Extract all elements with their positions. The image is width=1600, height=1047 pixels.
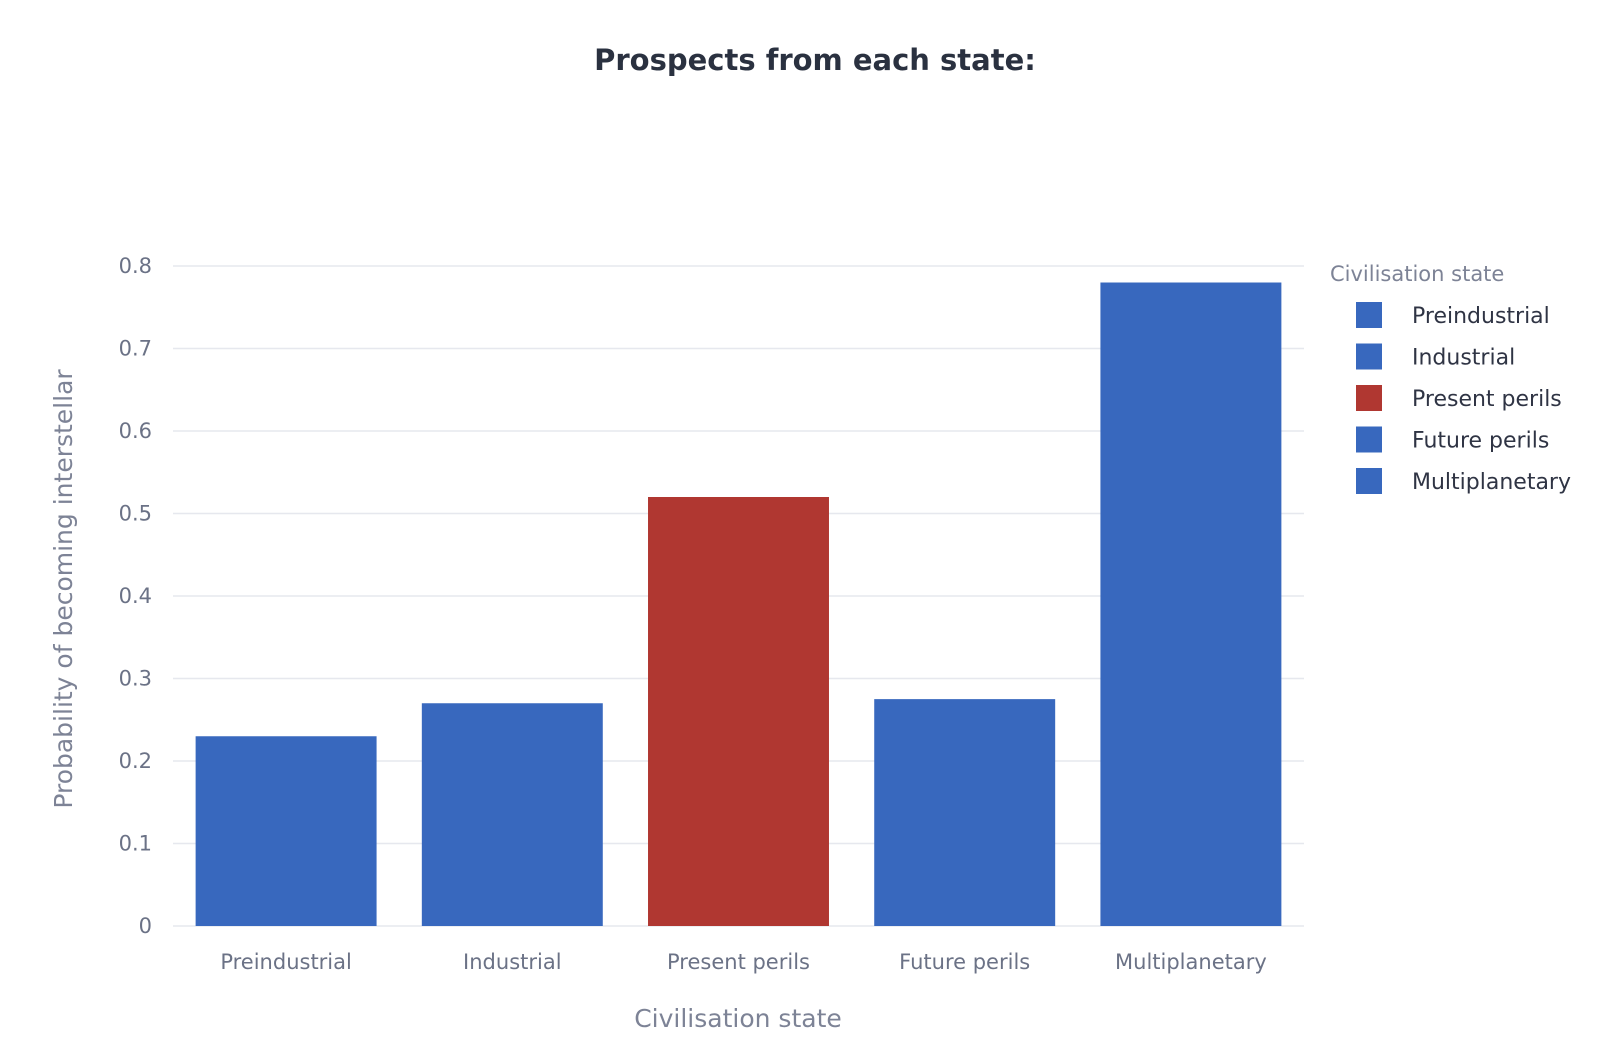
x-axis-ticks: Preindustrial Industrial Present perils Fut… <box>220 950 1266 974</box>
y-tick-label: 0.8 <box>119 254 152 278</box>
legend-swatch <box>1356 468 1382 494</box>
legend-label: Preindustrial <box>1412 304 1550 329</box>
legend-swatch <box>1356 426 1382 453</box>
y-tick-label: 0.1 <box>119 832 152 856</box>
y-tick-label: 0.7 <box>119 337 152 361</box>
y-tick-label: 0.3 <box>119 667 152 691</box>
y-axis-ticks: 0 0.1 0.2 0.3 0.4 0.5 0.6 0.7 0.8 <box>119 254 152 938</box>
bar-multiplanetary[interactable] <box>1100 282 1282 927</box>
y-axis-title: Probability of becoming interstellar <box>49 369 78 809</box>
legend-item-preindustrial[interactable]: Preindustrial <box>1356 302 1550 329</box>
x-tick-label: Future perils <box>899 950 1030 974</box>
legend: Civilisation state Preindustrial Industri… <box>1330 262 1571 495</box>
bar-present-perils[interactable] <box>648 497 829 926</box>
y-tick-label: 0.4 <box>119 584 152 608</box>
bars <box>195 282 1282 927</box>
legend-item-present-perils[interactable]: Present perils <box>1356 385 1562 412</box>
y-tick-label: 0.6 <box>119 419 152 443</box>
x-axis-title: Civilisation state <box>634 1004 842 1033</box>
legend-swatch <box>1356 385 1382 411</box>
bar-future-perils[interactable] <box>874 699 1056 926</box>
legend-item-multiplanetary[interactable]: Multiplanetary <box>1356 468 1571 495</box>
legend-label: Present perils <box>1412 387 1562 412</box>
chart-title: Prospects from each state: <box>594 43 1036 77</box>
x-tick-label: Industrial <box>463 950 562 974</box>
legend-item-industrial[interactable]: Industrial <box>1356 343 1515 371</box>
x-tick-label: Multiplanetary <box>1115 950 1267 974</box>
legend-label: Future perils <box>1412 429 1549 454</box>
legend-label: Industrial <box>1412 346 1515 371</box>
legend-label: Multiplanetary <box>1412 470 1571 495</box>
y-tick-label: 0.5 <box>119 502 152 526</box>
y-tick-label: 0 <box>139 914 152 938</box>
bar-industrial[interactable] <box>421 703 603 926</box>
x-tick-label: Preindustrial <box>220 950 352 974</box>
legend-items: Preindustrial Industrial Present perils Fut… <box>1356 302 1571 495</box>
legend-swatch <box>1356 302 1382 328</box>
legend-title: Civilisation state <box>1330 262 1504 286</box>
legend-swatch <box>1356 343 1382 370</box>
x-tick-label: Present perils <box>667 950 810 974</box>
legend-item-future-perils[interactable]: Future perils <box>1356 426 1549 454</box>
y-tick-label: 0.2 <box>119 749 152 773</box>
bar-preindustrial[interactable] <box>195 736 377 926</box>
